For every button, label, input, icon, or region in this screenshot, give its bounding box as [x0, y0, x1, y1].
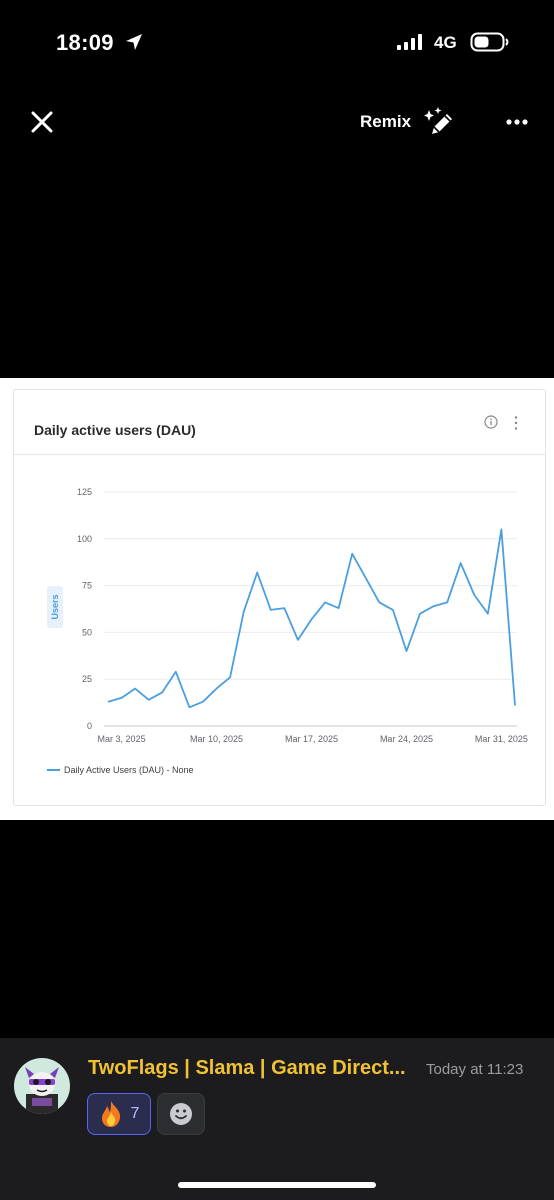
author-name[interactable]: TwoFlags | Slama | Game Direct... [88, 1057, 406, 1079]
battery-icon [470, 32, 509, 52]
remix-button[interactable]: Remix [360, 104, 455, 140]
y-tick-label: 0 [87, 721, 92, 731]
chart-card: Daily active users (DAU) 0 25 50 75 100 125 M… [13, 389, 546, 806]
y-tick-label: 125 [77, 487, 92, 497]
y-tick-label: 75 [82, 581, 92, 591]
location-arrow-icon [126, 34, 142, 50]
x-tick-label: Mar 17, 2025 [285, 734, 338, 744]
avatar[interactable] [14, 1058, 70, 1114]
home-indicator [178, 1182, 376, 1188]
x-tick-label: Mar 3, 2025 [98, 734, 146, 744]
y-axis-label-pill [47, 586, 63, 628]
y-axis-label: Users [50, 594, 60, 619]
info-icon[interactable] [484, 415, 498, 429]
x-tick-label: Mar 10, 2025 [190, 734, 243, 744]
add-reaction-button[interactable] [157, 1093, 205, 1135]
fire-reaction-button[interactable]: 7 [87, 1093, 151, 1135]
attached-image[interactable]: Daily active users (DAU) 0 25 50 75 100 125 M… [0, 378, 554, 820]
series-line-dau [107, 528, 516, 709]
x-tick-label: Mar 31, 2025 [475, 734, 528, 744]
legend-label: Daily Active Users (DAU) - None [64, 765, 194, 775]
close-icon[interactable] [28, 108, 56, 136]
x-tick-label: Mar 24, 2025 [380, 734, 433, 744]
message-timestamp: Today at 11:23 [426, 1061, 524, 1078]
reaction-count: 7 [130, 1105, 140, 1122]
cellular-signal-icon [397, 34, 422, 50]
chart-title: Daily active users (DAU) [34, 422, 196, 438]
y-tick-label: 50 [82, 627, 92, 637]
kebab-menu-icon[interactable] [513, 415, 519, 431]
avatar-image [14, 1058, 70, 1114]
more-options-icon[interactable] [502, 112, 532, 132]
smiley-icon [170, 1103, 192, 1125]
y-tick-label: 25 [82, 674, 92, 684]
network-type-label: 4G [434, 33, 457, 52]
dau-line-chart: 0 25 50 75 100 125 Mar 3, 2025 Mar 10, 2025 Mar… [47, 487, 528, 775]
remix-label: Remix [360, 112, 412, 131]
fire-emoji-icon [101, 1101, 120, 1127]
y-tick-label: 100 [77, 534, 92, 544]
card-divider [14, 454, 545, 455]
status-time: 18:09 [56, 30, 114, 55]
magic-pencil-icon [424, 107, 453, 134]
